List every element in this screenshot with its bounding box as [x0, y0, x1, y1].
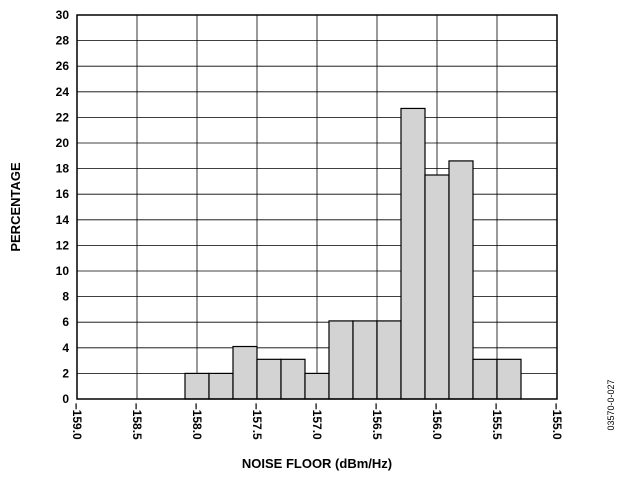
axes	[76, 14, 558, 400]
x-tick-label: –158.0	[190, 403, 204, 440]
y-tick-label: 12	[56, 238, 70, 252]
histogram-bar	[184, 372, 210, 400]
y-tick-label: 22	[56, 110, 70, 124]
histogram-bar	[352, 320, 378, 400]
y-tick-label: 20	[56, 136, 70, 150]
y-tick-label: 14	[56, 213, 70, 227]
x-tick-label: –155.0	[550, 403, 564, 440]
y-tick-label: 30	[56, 8, 70, 22]
y-tick-label: 28	[56, 34, 70, 48]
x-tick-label: –157.5	[250, 403, 264, 440]
histogram-bar	[400, 107, 426, 400]
x-tick-label: –156.0	[430, 403, 444, 440]
y-tick-label: 8	[62, 290, 69, 304]
histogram-bar	[472, 358, 498, 400]
histogram-bar	[256, 358, 282, 400]
y-tick-label: 4	[62, 341, 69, 355]
bars	[184, 107, 522, 400]
histogram-bar	[448, 160, 474, 400]
y-tick-label: 18	[56, 162, 70, 176]
x-axis-title: NOISE FLOOR (dBm/Hz)	[242, 456, 392, 471]
histogram-bar	[304, 372, 330, 400]
histogram-bar	[424, 174, 450, 400]
x-tick-labels: –159.0 –158.5 –158.0 –157.5 –157.0 –156.5 –156…	[70, 403, 564, 440]
x-tick-label: –156.5	[370, 403, 384, 440]
histogram-bar	[280, 358, 306, 400]
figure-id: 03570-0-027	[606, 379, 616, 430]
plot-frame	[76, 14, 558, 400]
histogram-bar	[208, 372, 234, 400]
y-tick-label: 2	[62, 366, 69, 380]
histogram-bar	[328, 320, 354, 400]
y-tick-label: 6	[62, 315, 69, 329]
y-axis-title: PERCENTAGE	[8, 162, 23, 252]
y-tick-label: 24	[56, 85, 70, 99]
x-tick-label: –155.5	[490, 403, 504, 440]
x-tick-label: –159.0	[70, 403, 84, 440]
histogram-bar	[496, 358, 522, 400]
y-tick-label: 26	[56, 59, 70, 73]
histogram-bar	[376, 320, 402, 400]
y-tick-label: 16	[56, 187, 70, 201]
x-tick-label: –157.0	[310, 403, 324, 440]
y-tick-label: 0	[62, 392, 69, 406]
x-tick-label: –158.5	[130, 403, 144, 440]
y-tick-label: 10	[56, 264, 70, 278]
histogram-bar	[232, 345, 258, 400]
grid	[77, 15, 557, 399]
